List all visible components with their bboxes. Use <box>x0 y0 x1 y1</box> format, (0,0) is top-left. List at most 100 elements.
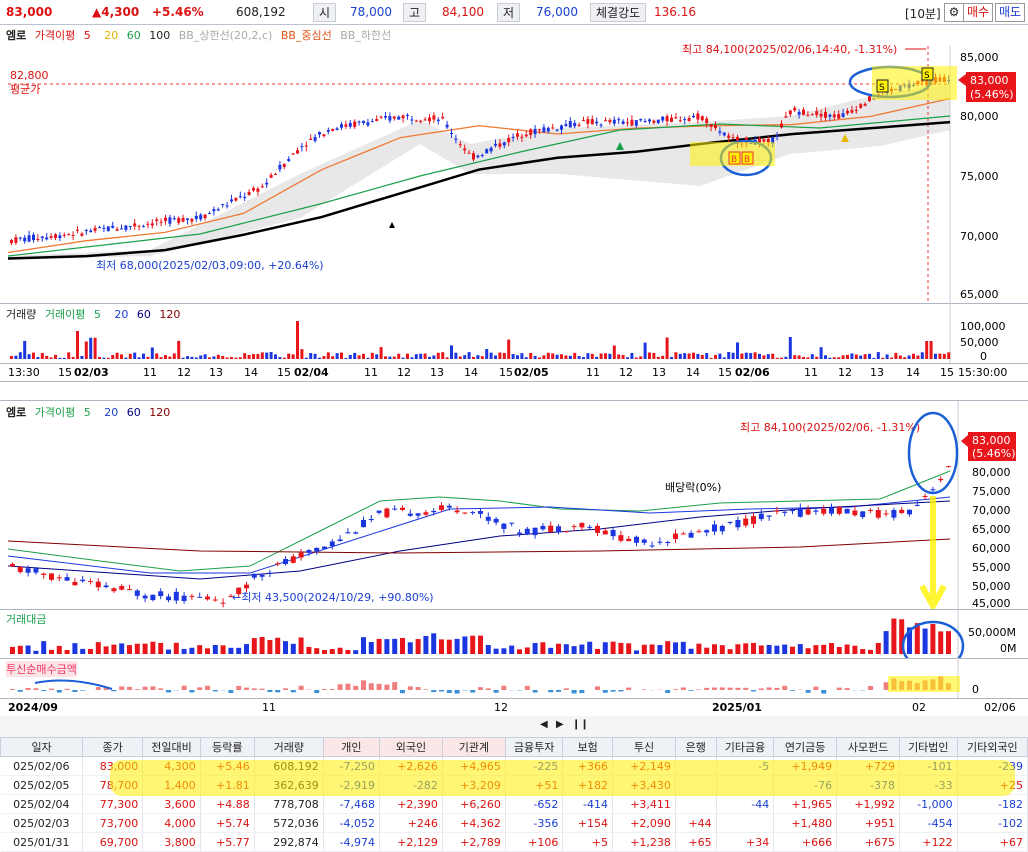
buy-button[interactable]: 매수 <box>963 3 993 22</box>
intraday-candle <box>111 226 114 228</box>
trust-netbuy-bar <box>80 690 85 691</box>
trust-netbuy-bar <box>821 690 826 694</box>
intraday-candle <box>243 197 246 198</box>
table-cell: 362,639 <box>254 776 323 795</box>
column-header[interactable]: 보험 <box>563 738 613 757</box>
intraday-volume-bar <box>947 352 950 359</box>
table-cell: 3,600 <box>143 795 201 814</box>
intraday-volume-bar <box>644 343 647 359</box>
intraday-candle <box>432 115 435 119</box>
column-header[interactable]: 기타외국인 <box>957 738 1027 757</box>
trading-amount-bar <box>174 643 179 654</box>
daily-candle <box>377 511 382 513</box>
column-header[interactable]: 일자 <box>1 738 83 757</box>
trading-amount-bar <box>743 643 748 654</box>
trust-netbuy-bar <box>774 688 779 690</box>
trust-netbuy-bar <box>158 688 163 690</box>
daily-candle <box>556 526 561 532</box>
intraday-volume-bar <box>666 338 669 359</box>
intraday-candle <box>450 133 453 134</box>
trust-netbuy-bar <box>868 686 873 690</box>
column-header[interactable]: 기관계 <box>442 738 505 757</box>
table-cell: -102 <box>957 814 1027 833</box>
trading-amount-bar <box>88 649 93 654</box>
intraday-candle <box>701 116 704 120</box>
daily-candle <box>946 466 951 467</box>
sell-button[interactable]: 매도 <box>995 3 1025 22</box>
interval-selector[interactable]: [10분] <box>905 5 941 22</box>
trading-amount-bar <box>353 650 358 654</box>
trading-amount-bar <box>852 646 857 654</box>
daily-x-end: 02/06 <box>984 701 1016 714</box>
intraday-volume-bar <box>85 341 88 359</box>
trust-netbuy-bar <box>361 680 366 690</box>
daily-candle <box>197 597 202 598</box>
column-header[interactable]: 등락률 <box>200 738 254 757</box>
daily-candle <box>322 547 327 549</box>
table-cell: 025/02/03 <box>1 814 83 833</box>
gear-icon[interactable]: ⚙ <box>944 3 964 22</box>
trust-netbuy-bar <box>618 690 623 691</box>
trading-amount-bar <box>119 643 124 654</box>
table-cell <box>675 757 716 776</box>
column-header[interactable]: 투신 <box>613 738 676 757</box>
trading-amount-bar <box>712 644 717 654</box>
table-cell <box>716 776 774 795</box>
nav-next-button[interactable]: ▶ <box>556 719 564 730</box>
trust-netbuy-bar <box>228 690 233 693</box>
intraday-volume-bar <box>344 358 347 359</box>
daily-candle <box>868 510 873 511</box>
column-header[interactable]: 기타금융 <box>716 738 774 757</box>
daily-x-02: 02 <box>912 701 926 714</box>
daily-candle <box>439 505 444 510</box>
daily-candle <box>392 509 397 510</box>
table-cell: +2,789 <box>442 833 505 852</box>
column-header[interactable]: 금융투자 <box>505 738 563 757</box>
daily-y-tick-55000: 55,000 <box>972 561 1011 574</box>
daily-candle <box>759 514 764 519</box>
trust-netbuy-bar <box>18 690 23 692</box>
column-header[interactable]: 종가 <box>83 738 143 757</box>
column-header[interactable]: 은행 <box>675 738 716 757</box>
daily-candle <box>455 511 460 513</box>
trading-amount-bar <box>18 646 23 654</box>
intraday-volume-bar <box>402 358 405 359</box>
intraday-candle <box>560 125 563 129</box>
nav-pause-button[interactable]: ❙❙ <box>572 719 589 730</box>
trading-amount-bar <box>462 636 467 654</box>
column-header[interactable]: 개인 <box>323 738 379 757</box>
column-header[interactable]: 기타법인 <box>900 738 958 757</box>
table-cell: +3,411 <box>613 795 676 814</box>
intraday-candle <box>397 117 400 120</box>
daily-candle <box>712 524 717 531</box>
trading-amount-bar <box>299 638 304 654</box>
high-value: 84,100 <box>442 5 484 19</box>
column-header[interactable]: 거래량 <box>254 738 323 757</box>
table-cell: +5.46 <box>200 757 254 776</box>
trading-amount-bar <box>330 649 335 654</box>
trust-netbuy-bar <box>96 687 101 690</box>
intraday-candle <box>727 135 730 137</box>
intraday-volume-bar <box>560 354 563 359</box>
column-header[interactable]: 외국인 <box>380 738 443 757</box>
daily-candle <box>735 520 740 527</box>
column-header[interactable]: 사모펀드 <box>837 738 900 757</box>
column-header[interactable]: 연기금등 <box>774 738 837 757</box>
column-header[interactable]: 전일대비 <box>143 738 201 757</box>
intraday-candle <box>234 198 237 201</box>
nav-prev-button[interactable]: ◀ <box>540 719 548 730</box>
trust-netbuy-bar <box>275 690 280 692</box>
trust-netbuy-bar <box>384 685 389 690</box>
trust-netbuy-bar <box>127 687 132 690</box>
intraday-x-label: 02/03 <box>74 366 109 379</box>
table-cell: +5.74 <box>200 814 254 833</box>
intraday-candle <box>762 139 765 141</box>
intraday-volume-bar <box>767 354 770 359</box>
intraday-volume-bar <box>604 353 607 359</box>
trading-amount-bar <box>166 650 171 654</box>
